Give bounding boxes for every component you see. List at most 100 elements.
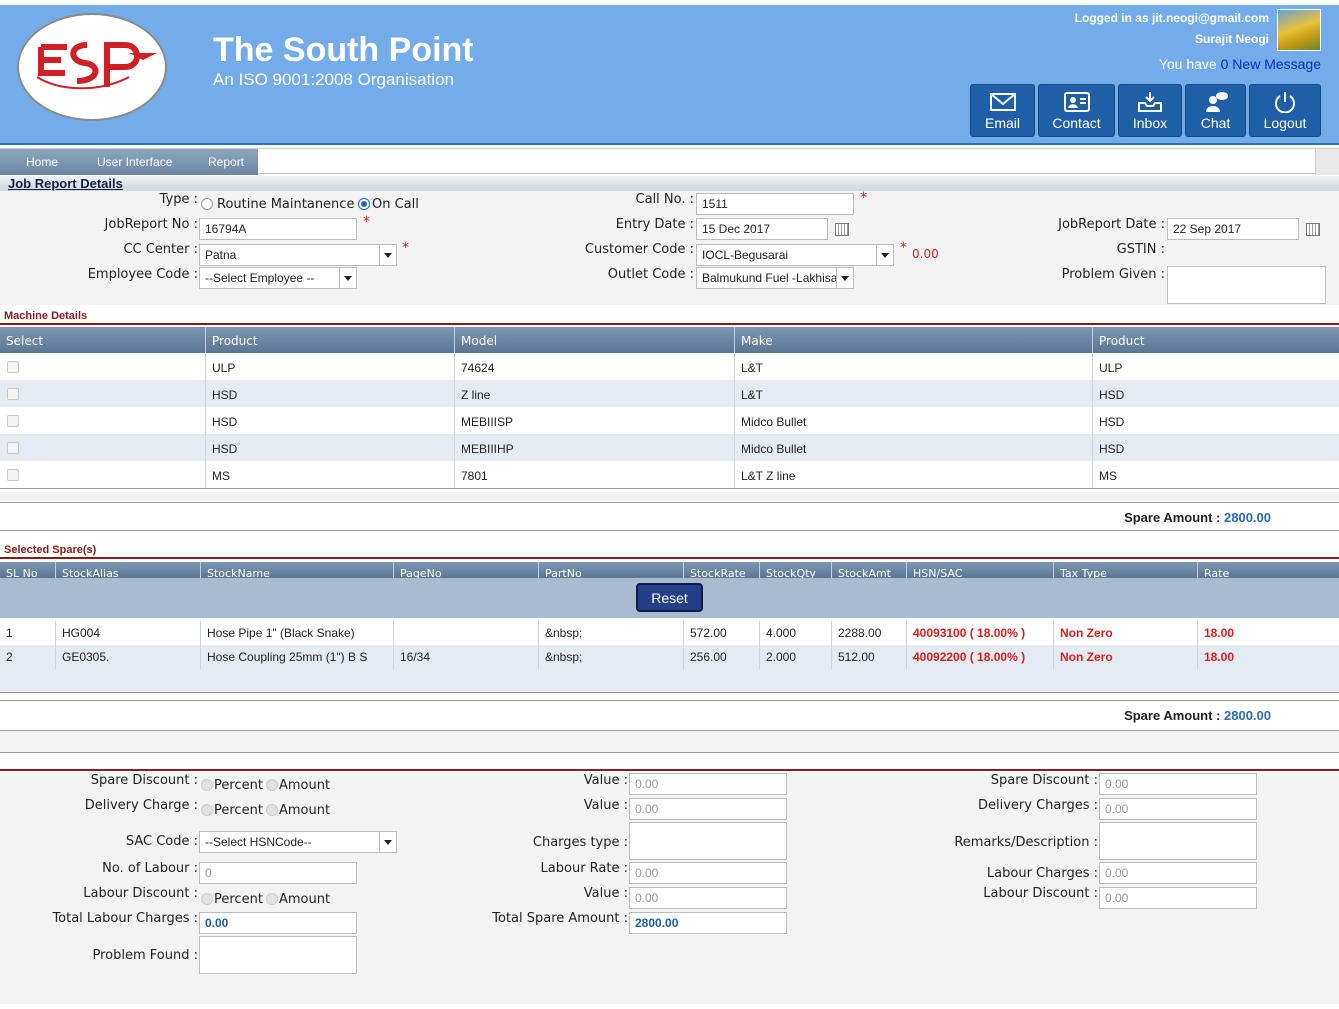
delivery-percent-radio[interactable] [201, 804, 213, 816]
customer-code-select[interactable]: IOCL-Begusarai [696, 244, 894, 266]
row-checkbox[interactable] [7, 469, 19, 481]
table-row[interactable]: 1 HG004 Hose Pipe 1" (Black Snake) &nbsp… [0, 621, 1339, 645]
message-notice: You have 0 New Message [1159, 56, 1321, 72]
col-sl-no[interactable]: SL No [6, 567, 38, 578]
jobreport-date-input[interactable]: 22 Sep 2017 [1167, 218, 1299, 240]
total-spare-label: Total Spare Amount : [492, 911, 628, 926]
outlet-code-select[interactable]: Balmukund Fuel -Lakhisa [696, 267, 854, 289]
nav-report[interactable]: Report [208, 155, 245, 169]
col-page-no[interactable]: PageNo [393, 562, 538, 578]
model-cell: 7801 [454, 461, 734, 488]
machine-spare-amount: Spare Amount : 2800.00 [1124, 510, 1271, 525]
entry-date-input[interactable]: 15 Dec 2017 [696, 218, 828, 240]
table-row[interactable]: HSD MEBIIIHP Midco Bullet HSD [0, 434, 1339, 461]
divider [0, 752, 1339, 753]
problem-found-textarea[interactable] [199, 936, 357, 974]
r-labour-discount-label: Labour Discount : [983, 886, 1098, 901]
col-product-2[interactable]: Product [1092, 327, 1339, 353]
jobreport-no-input[interactable]: 16794A [199, 218, 357, 240]
table-row[interactable]: 2 GE0305. Hose Coupling 25mm (1") B S 16… [0, 645, 1339, 669]
reset-button[interactable]: Reset [636, 583, 703, 612]
job-report-title: Job Report Details [8, 176, 123, 191]
r-delivery-input[interactable]: 0.00 [1099, 798, 1257, 820]
spare-amount-value: 2800.00 [1224, 510, 1271, 525]
inbox-button[interactable]: Inbox [1118, 84, 1182, 137]
labour-amount-radio[interactable] [266, 893, 278, 905]
labour-charges-input[interactable]: 0.00 [1099, 862, 1257, 884]
col-stock-qty[interactable]: StockQty [759, 562, 831, 578]
row-checkbox[interactable] [7, 442, 19, 454]
col-tax-type[interactable]: Tax Type [1053, 562, 1197, 578]
call-no-input[interactable]: 1511 [696, 193, 854, 215]
new-message-link[interactable]: New Message [1232, 56, 1321, 72]
cc-center-select[interactable]: Patna [199, 244, 397, 266]
table-row[interactable]: MS 7801 L&T Z line MS [0, 461, 1339, 488]
col-make[interactable]: Make [734, 327, 1092, 353]
contact-card-icon [1063, 92, 1090, 112]
r-spare-discount-input[interactable]: 0.00 [1099, 773, 1257, 795]
row-checkbox[interactable] [7, 415, 19, 427]
select-cell [0, 380, 205, 407]
email-icon [989, 93, 1016, 111]
problem-given-textarea[interactable] [1167, 266, 1326, 304]
calendar-icon[interactable] [835, 223, 849, 236]
sl-no-cell: 2 [6, 650, 13, 664]
product-cell: HSD [205, 407, 454, 434]
machine-table-header: Select Product Model Make Product [0, 327, 1339, 353]
table-row[interactable]: HSD Z line L&T HSD [0, 380, 1339, 407]
col-rate[interactable]: Rate [1197, 562, 1339, 578]
contact-button[interactable]: Contact [1038, 84, 1115, 137]
product-cell-2: MS [1092, 461, 1339, 488]
delivery-value-input[interactable]: 0.00 [629, 798, 787, 820]
type-oncall-label: On Call [372, 197, 419, 212]
col-part-no[interactable]: PartNo [538, 562, 683, 578]
col-stock-rate[interactable]: StockRate [683, 562, 759, 578]
labour-discount-value-input[interactable]: 0.00 [629, 887, 787, 909]
col-hsn-sac[interactable]: HSN/SAC [906, 562, 1053, 578]
col-stock-amt[interactable]: StockAmt [831, 562, 906, 578]
row-checkbox[interactable] [7, 388, 19, 400]
select-cell [0, 407, 205, 434]
message-count-link[interactable]: 0 [1220, 56, 1229, 72]
company-subtitle: An ISO 9001:2008 Organisation [213, 70, 454, 89]
delivery-amount-radio[interactable] [266, 804, 278, 816]
nav-home[interactable]: Home [26, 155, 59, 169]
sac-code-select[interactable]: --Select HSNCode-- [199, 831, 397, 853]
no-labour-input[interactable]: 0 [199, 862, 357, 884]
chat-button[interactable]: Chat [1185, 84, 1246, 137]
r-labour-discount-input[interactable]: 0.00 [1099, 887, 1257, 909]
logout-button[interactable]: Logout [1249, 84, 1321, 137]
spare-discount-value-input[interactable]: 0.00 [629, 773, 787, 795]
calendar-icon[interactable] [1306, 223, 1320, 236]
r-spare-discount-label: Spare Discount : [990, 773, 1098, 788]
total-labour-input[interactable]: 0.00 [199, 912, 357, 934]
table-row[interactable]: ULP 74624 L&T ULP [0, 353, 1339, 380]
col-stock-alias[interactable]: StockAlias [55, 562, 200, 578]
col-model[interactable]: Model [454, 327, 734, 353]
row-checkbox[interactable] [7, 361, 19, 373]
divider [0, 502, 1339, 503]
part-no-cell: &nbsp; [538, 621, 683, 645]
stock-name-cell: Hose Pipe 1" (Black Snake) [200, 621, 393, 645]
col-select[interactable]: Select [6, 334, 44, 348]
type-routine-radio[interactable] [201, 198, 213, 210]
table-row[interactable]: HSD MEBIIISP Midco Bullet HSD [0, 407, 1339, 434]
remarks-textarea[interactable] [1099, 822, 1257, 860]
col-stock-name[interactable]: StockName [200, 562, 393, 578]
stock-amt-cell: 2288.00 [831, 621, 906, 645]
logout-button-label: Logout [1263, 115, 1307, 131]
labour-rate-input[interactable]: 0.00 [629, 862, 787, 884]
nav-user-interface[interactable]: User Interface [97, 155, 173, 169]
product-cell-2: ULP [1092, 353, 1339, 380]
spare-discount-percent-radio[interactable] [201, 779, 213, 791]
avatar[interactable] [1277, 9, 1321, 51]
charges-type-textarea[interactable] [629, 822, 787, 860]
email-button[interactable]: Email [970, 84, 1035, 137]
total-spare-input[interactable]: 2800.00 [629, 912, 787, 934]
type-oncall-radio[interactable] [358, 198, 370, 210]
spare-discount-amount-radio[interactable] [266, 779, 278, 791]
machine-details-title: Machine Details [4, 310, 88, 322]
labour-percent-radio[interactable] [201, 893, 213, 905]
employee-code-select[interactable]: --Select Employee -- [199, 267, 357, 289]
col-product[interactable]: Product [205, 327, 454, 353]
